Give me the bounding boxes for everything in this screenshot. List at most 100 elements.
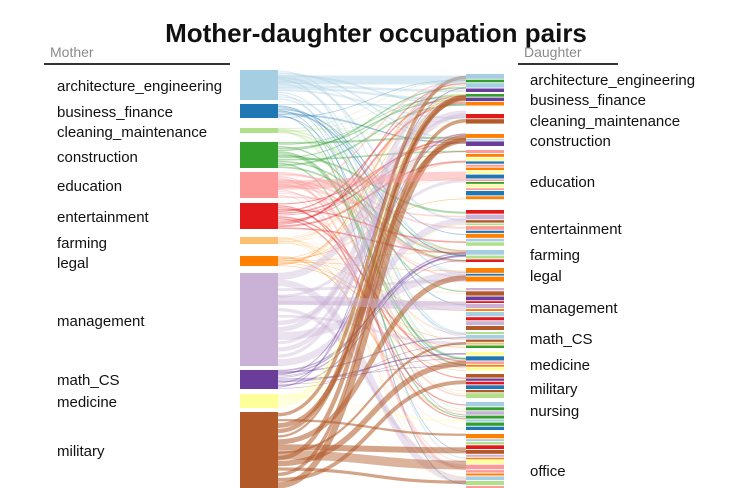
- daughter-segment: [466, 419, 504, 422]
- daughter-segment: [466, 161, 504, 164]
- flow-link: [277, 171, 467, 190]
- diagram-title: Mother-daughter occupation pairs: [165, 18, 587, 48]
- daughter-segment: [466, 196, 504, 200]
- daughter-segment: [466, 309, 504, 311]
- flow-link: [277, 105, 467, 306]
- daughter-segment: [466, 356, 504, 361]
- flow-link: [277, 132, 467, 251]
- daughter-segment: [466, 385, 504, 390]
- flow-link: [277, 192, 467, 273]
- flow-link: [277, 177, 467, 470]
- daughter-label-entertainment: entertainment: [530, 221, 622, 238]
- mother-label-business-finance: business_finance: [57, 104, 173, 121]
- flow-link: [277, 113, 467, 144]
- daughter-segment: [466, 378, 504, 381]
- mother-node-legal: [240, 256, 278, 266]
- daughter-segment: [466, 268, 504, 273]
- mother-label-construction: construction: [57, 149, 138, 166]
- flow-link: [277, 127, 467, 140]
- daughter-segment: [466, 150, 504, 154]
- flow-links: [277, 70, 467, 488]
- flow-link: [277, 137, 467, 240]
- daughter-segment: [466, 119, 504, 124]
- mother-label-entertainment: entertainment: [57, 209, 149, 226]
- flow-link: [277, 87, 467, 388]
- flow-link: [277, 358, 467, 385]
- daughter-segment: [466, 449, 504, 454]
- flow-link: [277, 78, 467, 335]
- mother-label-legal: legal: [57, 255, 89, 272]
- flow-link: [277, 314, 467, 345]
- daughter-segment: [466, 259, 504, 262]
- daughter-segment: [466, 473, 504, 476]
- daughter-label-education: education: [530, 174, 596, 191]
- flow-link: [277, 179, 467, 298]
- daughter-node-entertainment: [466, 210, 504, 246]
- daughter-segment: [466, 179, 504, 182]
- daughter-segment: [466, 114, 504, 119]
- flow-link: [277, 83, 467, 276]
- daughter-segment: [466, 339, 504, 342]
- daughter-segment: [466, 94, 504, 97]
- mother-header-rule: [44, 63, 230, 65]
- daughter-node-management: [466, 288, 504, 330]
- daughter-label-nursing: nursing: [530, 403, 580, 420]
- daughter-node-nursing: [466, 402, 504, 430]
- daughter-node-farming: [466, 250, 504, 262]
- flow-link: [277, 185, 467, 262]
- mother-node-management: [240, 273, 278, 366]
- daughter-segment: [466, 154, 504, 157]
- daughter-segment: [466, 223, 504, 226]
- daughter-segment: [466, 188, 504, 191]
- daughter-segment: [466, 250, 504, 255]
- daughter-segment: [466, 79, 504, 83]
- daughter-segment: [466, 434, 504, 439]
- flow-link: [277, 154, 467, 214]
- daughter-node-business-finance: [466, 94, 504, 106]
- flow-link: [277, 395, 467, 422]
- daughter-node-cleaning-maintenance: [466, 114, 504, 124]
- flow-link: [277, 119, 467, 477]
- daughter-segment: [466, 332, 504, 334]
- daughter-node-math-cs: [466, 332, 504, 348]
- flow-link: [277, 240, 467, 468]
- daughter-segment: [466, 441, 504, 445]
- daughter-segment: [466, 226, 504, 230]
- daughter-segment: [466, 191, 504, 196]
- flow-link: [277, 74, 467, 106]
- flow-link: [277, 353, 467, 381]
- daughter-segment: [466, 367, 504, 371]
- daughter-segment: [466, 167, 504, 171]
- flow-link: [277, 342, 467, 454]
- flow-link: [277, 419, 467, 436]
- flow-link: [277, 128, 467, 252]
- flow-link: [277, 138, 467, 222]
- flow-link: [277, 166, 467, 262]
- daughter-segment: [466, 157, 504, 161]
- flow-link: [277, 94, 467, 159]
- daughter-segment: [466, 390, 504, 393]
- flow-link: [277, 380, 467, 482]
- flow-link: [277, 177, 467, 243]
- daughter-segment: [466, 138, 504, 141]
- flow-link: [277, 97, 467, 266]
- mother-node-math-cs: [240, 370, 278, 389]
- flow-link: [277, 96, 467, 239]
- flow-link: [277, 256, 467, 415]
- daughter-segment: [466, 381, 504, 385]
- daughter-segment: [466, 426, 504, 430]
- daughter-column-header: Daughter: [524, 44, 582, 60]
- flow-link: [277, 142, 467, 205]
- flow-link: [277, 160, 467, 256]
- daughter-label-legal: legal: [530, 268, 562, 285]
- flow-link: [277, 275, 467, 445]
- daughter-segment: [466, 402, 504, 407]
- flow-link: [277, 95, 467, 461]
- flow-link: [277, 95, 467, 146]
- flow-link: [277, 103, 467, 167]
- flow-link: [277, 108, 467, 252]
- daughter-label-cleaning-maintenance: cleaning_maintenance: [530, 113, 681, 130]
- daughter-segment: [466, 321, 504, 326]
- daughter-segment: [466, 230, 504, 233]
- daughter-segment: [466, 242, 504, 246]
